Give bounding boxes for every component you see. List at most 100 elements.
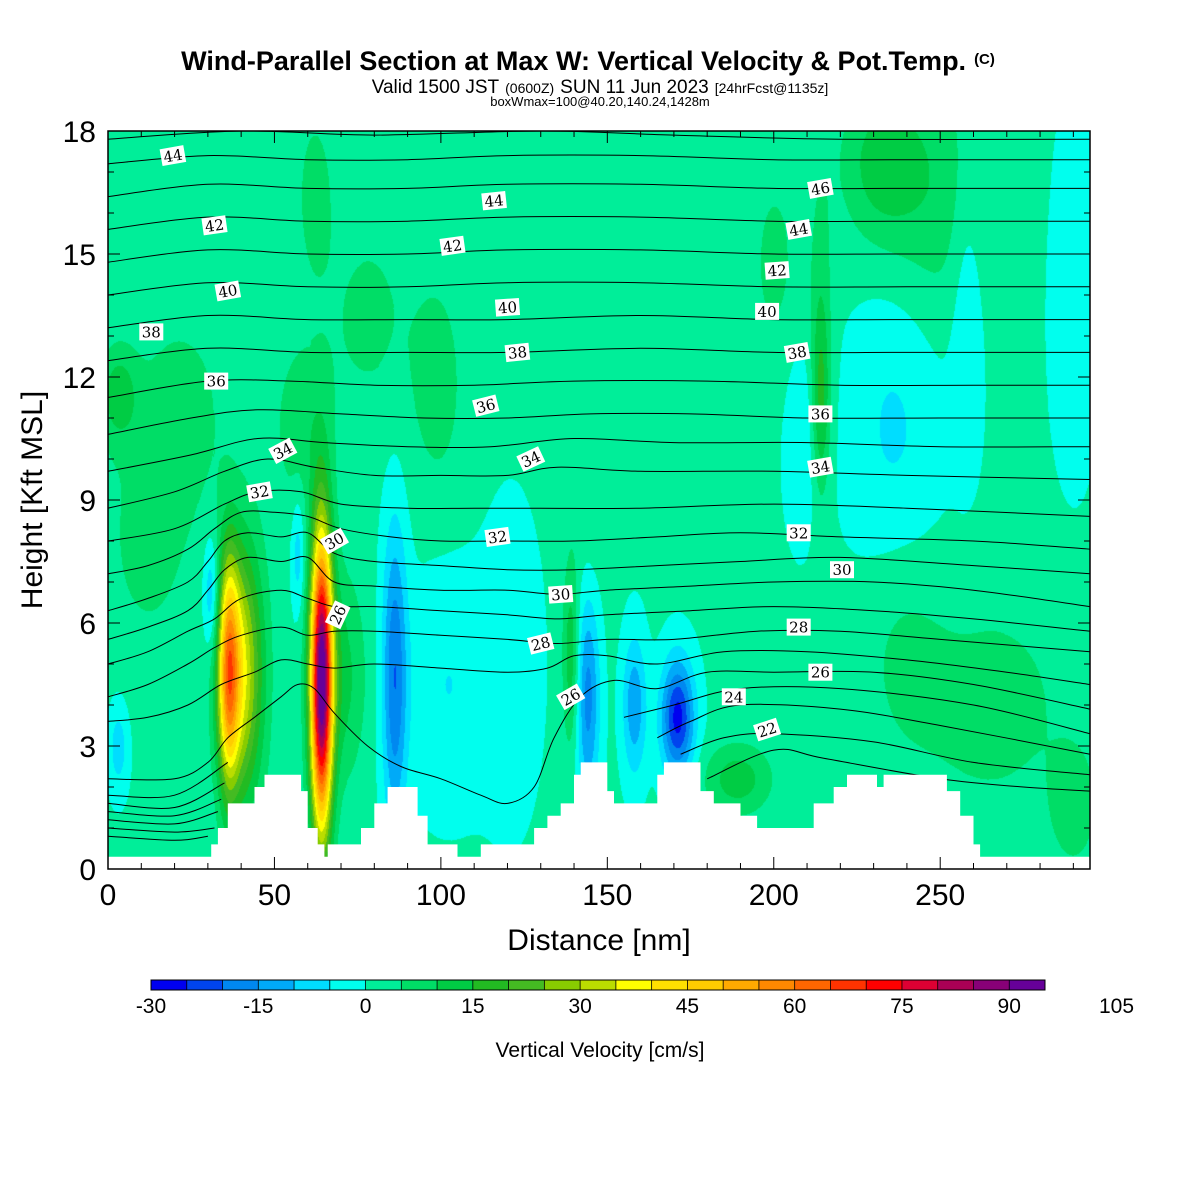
colorbar-swatch xyxy=(258,980,295,990)
x-axis-title: Distance [nm] xyxy=(507,924,690,957)
contour-label-bg xyxy=(324,600,351,630)
contour-label-text: 26 xyxy=(811,664,830,682)
colorbar-tick-label: 75 xyxy=(890,995,913,1018)
isentrope-23 xyxy=(680,733,1091,776)
contour-label: 38 xyxy=(504,342,531,363)
isentrope-44 xyxy=(107,154,1090,165)
isentrope-39 xyxy=(107,314,1090,329)
contour-label: 30 xyxy=(548,584,574,604)
contour-label-bg xyxy=(472,394,500,417)
contour-label-bg xyxy=(139,323,164,341)
colorbar-swatch xyxy=(901,980,939,990)
colorbar-swatch xyxy=(365,980,402,990)
x-tick-label: 200 xyxy=(749,879,799,912)
contour-label-bg xyxy=(204,372,229,390)
isentrope-22 xyxy=(707,748,1091,792)
contour-label-text: 32 xyxy=(249,482,271,503)
contour-label: 38 xyxy=(139,323,164,341)
colorbar-swatch xyxy=(937,980,974,990)
isentrope-24 xyxy=(107,782,225,809)
contour-label-bg xyxy=(783,341,811,363)
contour-label: 46 xyxy=(807,177,834,199)
plot-area: 4442403836343230264442403836343230282646… xyxy=(107,130,1091,869)
isentrope-20 xyxy=(107,835,208,841)
terrain xyxy=(108,762,1090,869)
contour-label-text: 30 xyxy=(551,585,571,604)
contour-label-bg xyxy=(548,584,574,604)
colorbar-swatch xyxy=(151,980,188,990)
colorbar-tick-label: 60 xyxy=(783,995,806,1018)
contour-label-text: 36 xyxy=(474,395,497,417)
y-tick-label: 9 xyxy=(79,485,96,518)
contour-label-text: 38 xyxy=(507,343,528,363)
colorbar-swatch xyxy=(794,980,831,990)
contour-label: 24 xyxy=(721,688,746,706)
contour-label: 30 xyxy=(830,561,854,579)
colorbar-label: Vertical Velocity [cm/s] xyxy=(496,1039,705,1062)
isentrope-38 xyxy=(107,347,1090,362)
subtitle-utc: (0600Z) xyxy=(505,80,554,96)
contour-label: 36 xyxy=(808,405,833,423)
contour-label-text: 44 xyxy=(788,219,810,240)
colorbar-swatch xyxy=(758,980,796,990)
isentrope-group xyxy=(107,130,1091,841)
chart-subtitle: Valid 1500 JST (0600Z) SUN 11 Jun 2023 [24h… xyxy=(372,77,829,98)
y-tick-label: 12 xyxy=(63,362,96,395)
x-tick-label: 250 xyxy=(915,879,965,912)
contour-label-text: 32 xyxy=(487,527,508,547)
isentrope-42 xyxy=(107,216,1090,230)
isentrope-36 xyxy=(107,409,1090,435)
isentrope-26 xyxy=(107,670,1091,805)
colorbar-tick-label: -30 xyxy=(136,995,166,1018)
contour-label-text: 40 xyxy=(758,303,777,321)
y-tick-label: 18 xyxy=(63,116,96,149)
y-tick-label: 0 xyxy=(79,854,96,887)
x-tick-label: 0 xyxy=(100,879,117,912)
contour-label-bg xyxy=(807,177,834,199)
y-tick-label: 6 xyxy=(79,608,96,641)
contour-label: 38 xyxy=(783,341,811,363)
contour-label-bg xyxy=(755,302,780,320)
contour-label-bg xyxy=(830,561,854,579)
contour-label: 22 xyxy=(753,717,782,742)
colorbar-tick-label: 105 xyxy=(1099,995,1134,1018)
contour-label: 44 xyxy=(785,218,812,240)
colorbar-swatch xyxy=(401,980,438,990)
contour-label-bg xyxy=(516,446,546,472)
contour-label-text: 36 xyxy=(207,373,226,391)
contour-label-bg xyxy=(556,683,586,711)
contour-label-text: 24 xyxy=(724,688,743,706)
colorbar-swatch xyxy=(830,980,867,990)
colorbar-swatch xyxy=(973,980,1010,990)
contour-label-bg xyxy=(214,280,242,302)
colorbar-swatch xyxy=(186,980,223,990)
contour-label: 32 xyxy=(484,526,511,548)
contour-label-bg xyxy=(753,717,782,742)
contour-label-group: 4442403836343230264442403836343230282646… xyxy=(139,145,854,742)
contour-label-text: 38 xyxy=(786,342,808,363)
contour-label-text: 44 xyxy=(484,191,505,211)
contour-label: 36 xyxy=(204,372,229,391)
contour-label-text: 22 xyxy=(755,719,779,742)
isentrope-28 xyxy=(107,626,1091,698)
contour-label: 36 xyxy=(472,394,500,417)
contour-label-bg xyxy=(159,145,187,167)
contour-label: 42 xyxy=(764,261,790,281)
contour-label-bg xyxy=(481,190,507,211)
contour-label: 28 xyxy=(786,618,811,637)
contour-label-bg xyxy=(439,235,466,256)
isentrope-25 xyxy=(107,761,229,799)
contour-label-bg xyxy=(807,456,834,478)
contour-label-bg xyxy=(319,527,350,555)
contour-label-text: 42 xyxy=(767,261,787,280)
contour-label: 26 xyxy=(808,663,833,682)
contour-label: 28 xyxy=(527,632,555,655)
colorbar-frame xyxy=(150,979,1046,991)
contour-label-text: 44 xyxy=(162,146,184,167)
colorbar-swatch xyxy=(1009,980,1046,990)
contour-label-text: 40 xyxy=(217,281,239,302)
y-axis-title: Height [Kft MSL] xyxy=(16,391,49,609)
isentrope-32 xyxy=(107,510,1091,575)
colorbar-swatch xyxy=(508,980,545,990)
